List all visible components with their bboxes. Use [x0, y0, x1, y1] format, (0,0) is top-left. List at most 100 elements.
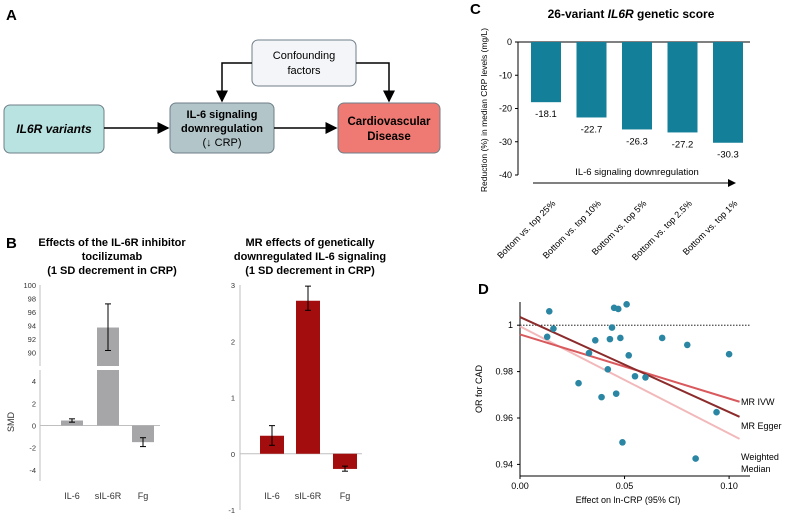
panel-d: D 0.94 0.96 0.98 1 0.00 0.05 0.10 Effect on ln-…: [474, 281, 782, 505]
c-bar-1: [576, 42, 607, 118]
d-point-12: [614, 305, 622, 313]
d-ytick-3: 1: [508, 320, 513, 330]
d-point-14: [619, 439, 626, 446]
d-y-label: OR for CAD: [474, 365, 484, 414]
d-point-8: [606, 335, 614, 343]
d-point-7: [604, 365, 612, 373]
il6r-variants-text: IL6R variants: [16, 122, 92, 136]
d-xtick-2: 0.10: [720, 481, 738, 491]
d-point-15: [623, 301, 630, 308]
c-tick-0: 0: [507, 37, 512, 47]
b-right-category-fg: Fg: [340, 491, 351, 501]
c-bar-4: [713, 42, 743, 143]
b-right-bar-fg: [333, 453, 357, 469]
c-data-label-2: -26.3: [626, 136, 648, 147]
b-left-bar-il6: [61, 420, 83, 426]
panel-b-label: B: [6, 235, 17, 252]
panel-c: C 26-variant IL6R genetic score 0 -10 -20 -…: [470, 1, 750, 262]
b-left-tick-upper-92: 92: [28, 335, 36, 344]
b-left-category-sil6r: sIL-6R: [95, 491, 122, 501]
b-right-chart: -1 0 1 2 3 IL-6 sIL-6R Fg: [228, 281, 362, 515]
b-left-title-line3: (1 SD decrement in CRP): [47, 265, 177, 277]
b-left-tick-upper-98: 98: [28, 295, 36, 304]
c-bar-0: [531, 42, 561, 103]
b-right-tick--1: -1: [228, 506, 235, 515]
b-left-title-line2: tocilizumab: [82, 251, 143, 263]
b-left-bar-fg: [132, 425, 154, 443]
b-left-tick-upper-100: 100: [23, 281, 36, 290]
cardiovascular-disease-line1: Cardiovascular: [347, 116, 431, 128]
d-point-0: [543, 333, 551, 341]
il6-downregulation-line1: IL-6 signaling: [187, 109, 258, 121]
b-left-tick-upper-90: 90: [28, 349, 36, 358]
b-left-tick-lower-0: 0: [32, 422, 36, 431]
c-chart: 0 -10 -20 -30 -40 Reduction (%) in median CRP…: [479, 28, 750, 262]
d-point-23: [725, 350, 733, 358]
c-tick-4: -40: [499, 170, 512, 180]
panel-b: B Effects of the IL-6R inhibitor tociliz…: [6, 235, 386, 515]
d-point-11: [612, 390, 620, 397]
il6r-variants-box: [3, 104, 105, 154]
d-point-22: [713, 408, 720, 416]
b-left-y-label: SMD: [6, 412, 16, 433]
b-left-tick-upper-96: 96: [28, 308, 36, 317]
arrow-confounding-to-downregulation: [216, 62, 252, 103]
b-right-tick-1: 1: [231, 394, 235, 403]
d-xtick-1: 0.05: [616, 481, 634, 491]
d-point-1: [545, 307, 553, 315]
d-line-label-ivw: MR IVW: [741, 397, 775, 407]
confounding-factors-box: [251, 39, 357, 87]
panel-d-label: D: [478, 281, 489, 298]
d-ytick-1: 0.96: [495, 413, 513, 423]
d-line-label-weighted-2: Median: [741, 464, 771, 474]
b-left-category-fg: Fg: [138, 491, 149, 501]
d-chart: 0.94 0.96 0.98 1 0.00 0.05 0.10 Effect on ln-CR…: [474, 301, 782, 505]
panel-a: A Confounding factors IL6R variants IL-6…: [3, 7, 441, 154]
c-data-label-0: -18.1: [535, 109, 557, 120]
d-line-label-weighted-1: Weighted: [741, 452, 779, 462]
d-point-5: [591, 336, 599, 344]
d-point-17: [631, 372, 639, 380]
d-ytick-2: 0.98: [495, 367, 513, 377]
d-point-4: [585, 349, 593, 357]
d-point-18: [642, 374, 649, 381]
d-xtick-0: 0.00: [511, 481, 529, 491]
b-right-category-il6: IL-6: [264, 491, 280, 501]
b-right-title-line2: downregulated IL-6 signaling: [234, 251, 386, 263]
d-point-16: [625, 352, 633, 359]
b-left-tick-lower--4: -4: [29, 466, 36, 475]
d-point-9: [608, 324, 616, 331]
d-point-19: [658, 334, 666, 342]
d-point-20: [683, 341, 691, 349]
il6-downregulation-line2: downregulation: [181, 123, 263, 135]
d-point-2: [550, 325, 557, 332]
b-left-tick-lower--2: -2: [29, 444, 36, 453]
cardiovascular-disease-box: [337, 102, 441, 154]
c-tick-2: -20: [499, 104, 512, 114]
d-fit-line-0: [519, 333, 740, 403]
d-line-label-egger: MR Egger: [741, 421, 782, 431]
c-y-label: Reduction (%) in median CRP levels (mg/L…: [479, 28, 489, 192]
confounding-factors-line2: factors: [287, 65, 321, 77]
c-bar-3: [667, 42, 698, 133]
d-x-label: Effect on ln-CRP (95% CI): [576, 495, 681, 505]
b-right-title-line1: MR effects of genetically: [246, 237, 376, 249]
b-left-bar-sil6r-lower: [97, 370, 119, 426]
b-left-tick-lower-2: 2: [32, 399, 36, 408]
c-arrow-label: IL-6 signaling downregulation: [575, 167, 699, 178]
d-point-6: [598, 393, 605, 401]
confounding-factors-line1: Confounding: [273, 50, 335, 62]
b-left-chart: 90 92 94 96 98 100 -4 -2 0 2 4 SMD IL-6 sIL-6R Fg: [6, 281, 160, 501]
panel-c-label: C: [470, 1, 481, 18]
b-left-tick-lower-4: 4: [32, 377, 36, 386]
b-right-tick-0: 0: [231, 450, 235, 459]
b-right-title-line3: (1 SD decrement in CRP): [245, 265, 375, 277]
il6-downregulation-line3: (↓ CRP): [202, 137, 241, 149]
arrow-confounding-to-disease: [356, 62, 395, 103]
c-bar-2: [622, 42, 652, 130]
d-fit-line-1: [519, 316, 740, 418]
c-title: 26-variant IL6R genetic score: [548, 7, 715, 21]
b-right-bar-sil6r: [296, 300, 320, 454]
b-left-category-il6: IL-6: [64, 491, 80, 501]
